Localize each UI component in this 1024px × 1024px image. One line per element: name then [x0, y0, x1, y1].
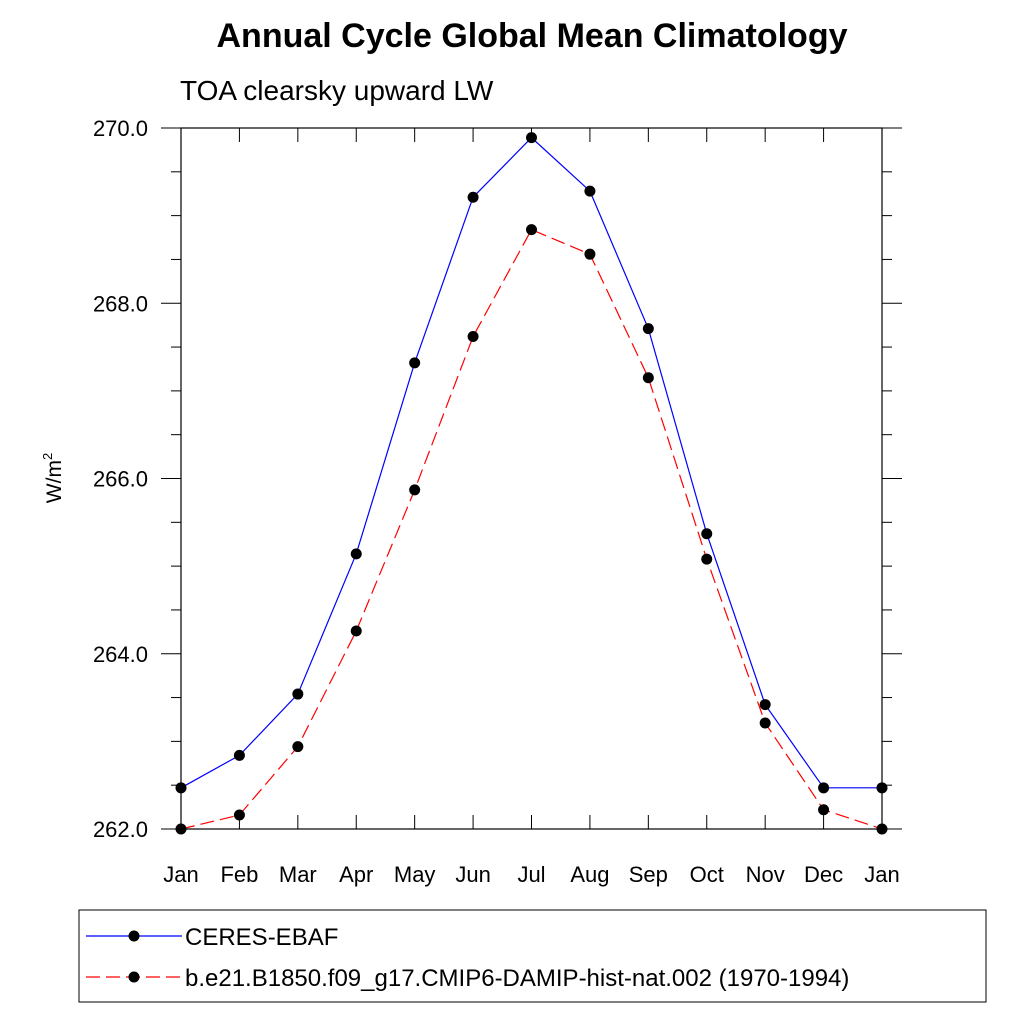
legend: CERES-EBAF b.e21.B1850.f09_g17.CMIP6-DAMI… — [78, 909, 987, 1003]
data-point — [233, 809, 245, 821]
data-point — [467, 331, 479, 343]
data-point — [175, 782, 187, 794]
data-point — [409, 357, 421, 369]
data-point — [818, 804, 830, 816]
legend-label: b.e21.B1850.f09_g17.CMIP6-DAMIP-hist-nat… — [185, 965, 849, 992]
data-point — [175, 823, 187, 835]
data-point — [233, 749, 245, 761]
x-tick-label: Nov — [746, 862, 785, 887]
axes: Jan Feb Mar Apr May Jun Jul Aug Sep Oct Nov Dec Jan 2… — [93, 116, 902, 887]
data-point — [350, 548, 362, 560]
x-tick-label: Dec — [804, 862, 843, 887]
data-point — [292, 741, 304, 753]
data-point — [759, 699, 771, 711]
data-point — [642, 372, 654, 384]
data-point — [467, 191, 479, 203]
data-point — [759, 717, 771, 729]
y-tick-label: 266.0 — [93, 467, 148, 492]
y-axis-label: W/m2 — [40, 453, 66, 503]
y-tick-label: 268.0 — [93, 291, 148, 316]
x-tick-label: Jan — [163, 862, 198, 887]
x-tick-label: Jan — [864, 862, 899, 887]
data-point — [701, 553, 713, 565]
x-tick-label: Feb — [220, 862, 258, 887]
series-line — [180, 136, 882, 789]
x-tick-label: Jul — [517, 862, 545, 887]
data-point — [526, 224, 537, 236]
data-point — [350, 625, 362, 637]
y-tick-label: 264.0 — [93, 642, 148, 667]
data-point — [701, 528, 713, 540]
x-tick-label: Aug — [570, 862, 609, 887]
data-point — [818, 782, 830, 794]
data-point — [526, 132, 537, 144]
x-tick-label: May — [394, 862, 436, 887]
legend-box — [78, 909, 987, 1003]
x-tick-label: Jun — [455, 862, 490, 887]
series-1 — [175, 132, 888, 794]
series-2 — [175, 224, 888, 835]
y-tick-label: 262.0 — [93, 817, 148, 842]
legend-marker — [128, 971, 140, 983]
data-point — [876, 823, 888, 835]
x-tick-label: Oct — [690, 862, 724, 887]
data-point — [409, 484, 421, 496]
data-point — [292, 688, 304, 700]
chart-subtitle: TOA clearsky upward LW — [180, 75, 494, 106]
data-point — [584, 185, 596, 197]
x-tick-label: Mar — [279, 862, 317, 887]
data-point — [584, 248, 596, 260]
x-tick-label: Sep — [629, 862, 668, 887]
y-tick-label: 270.0 — [93, 116, 148, 141]
x-tick-label: Apr — [339, 862, 373, 887]
data-point — [642, 323, 654, 335]
chart-title: Annual Cycle Global Mean Climatology — [217, 17, 848, 55]
legend-label: CERES-EBAF — [185, 924, 338, 951]
series-line — [180, 228, 883, 830]
legend-marker — [128, 930, 140, 942]
data-point — [876, 782, 888, 794]
series-layer — [175, 132, 888, 835]
